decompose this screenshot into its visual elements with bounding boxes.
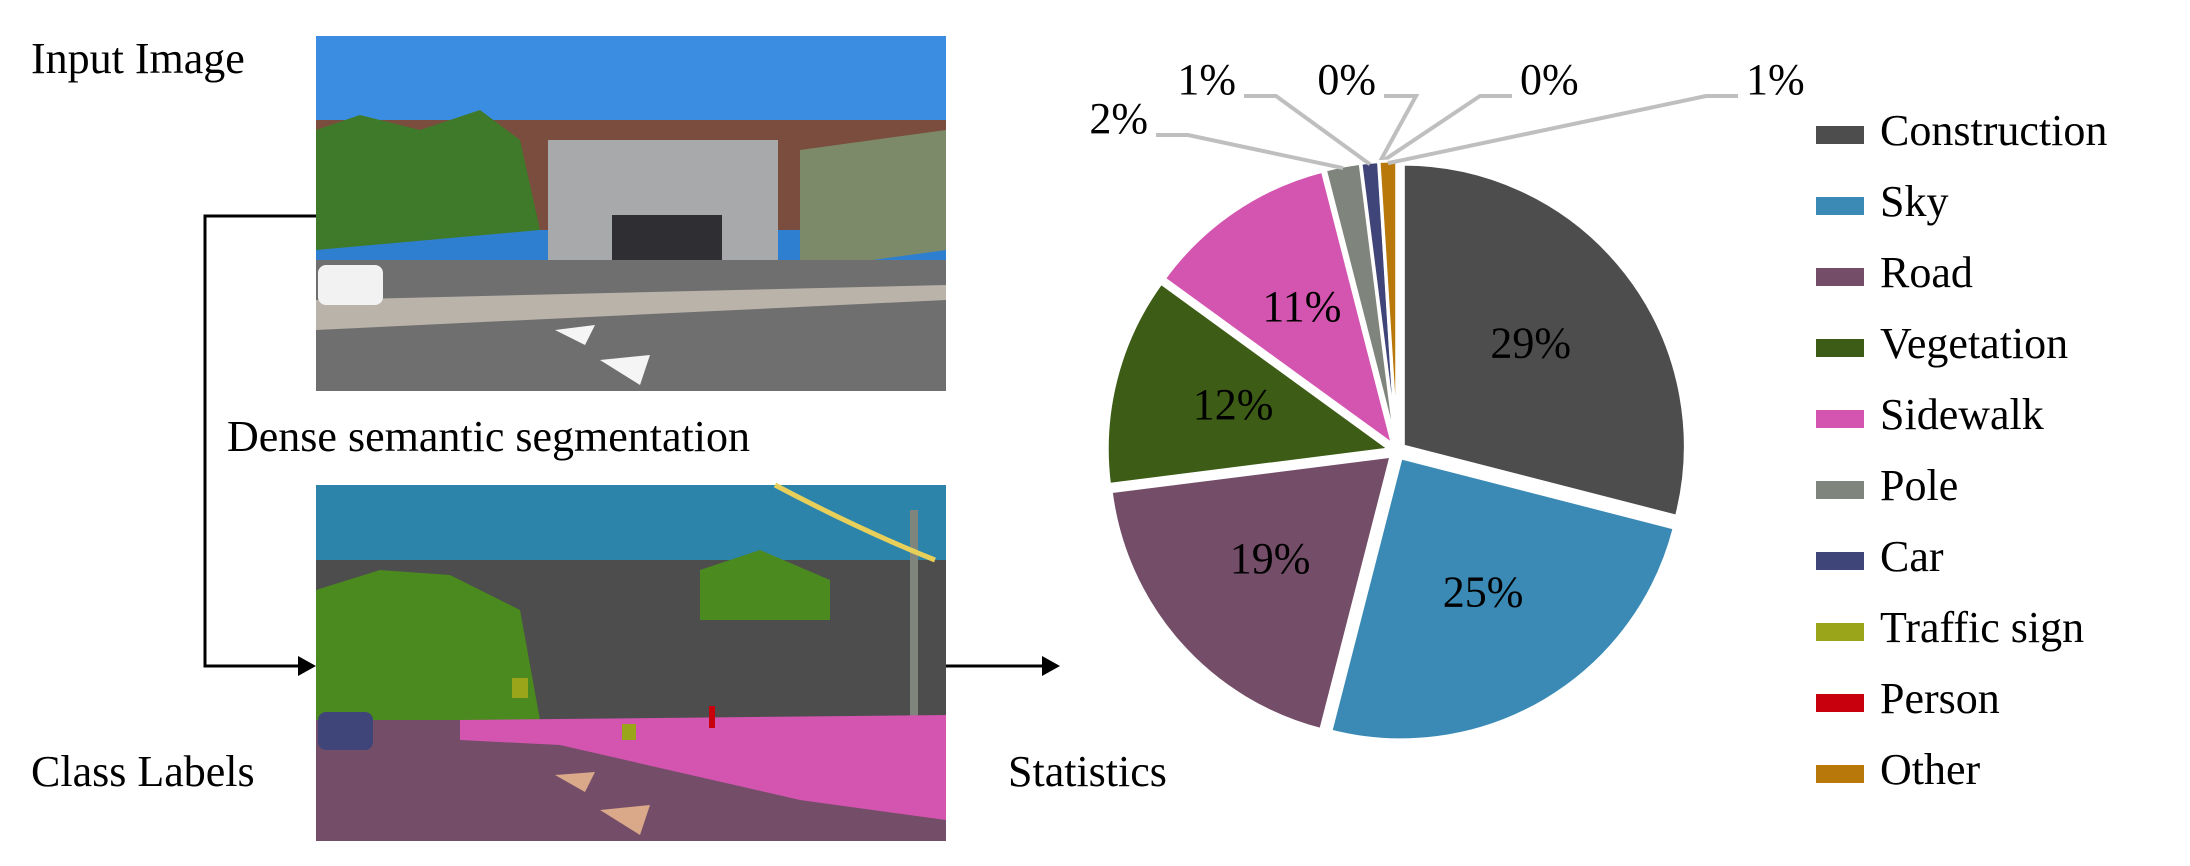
arrow-head [298, 656, 316, 676]
input-image [316, 36, 946, 391]
data-label: 19% [1230, 534, 1311, 583]
legend-label: Pole [1880, 461, 1958, 510]
data-label: 0% [1317, 55, 1376, 104]
legend-label: Sky [1880, 177, 1948, 226]
data-label: 25% [1443, 568, 1524, 617]
leader-line [1387, 94, 1738, 166]
pie-slice [1401, 162, 1687, 519]
pie-slice [1105, 281, 1394, 487]
legend-label: Road [1880, 248, 1973, 297]
legend-label: Traffic sign [1880, 603, 2084, 652]
statistics-label: Statistics [1008, 747, 1167, 796]
legend-swatch [1816, 765, 1864, 783]
legend-label: Person [1880, 674, 2000, 723]
data-label: 29% [1490, 318, 1571, 367]
data-label: 12% [1193, 380, 1274, 429]
legend-swatch [1816, 126, 1864, 144]
legend-swatch [1816, 623, 1864, 641]
leader-line [1244, 94, 1372, 166]
data-label: 0% [1520, 55, 1579, 104]
legend-swatch [1816, 410, 1864, 428]
pie-slice [1109, 454, 1394, 732]
data-label: 1% [1177, 55, 1236, 104]
legend-label: Car [1880, 532, 1944, 581]
data-label: 11% [1262, 282, 1341, 331]
pie-slice [1329, 456, 1677, 742]
data-label: 2% [1089, 94, 1148, 143]
segmentation-label: Dense semantic segmentation [227, 412, 750, 461]
arrows [203, 214, 1042, 668]
legend-swatch [1816, 694, 1864, 712]
legend-label: Other [1880, 745, 1981, 794]
legend-label: Construction [1880, 106, 2107, 155]
legend-swatch [1816, 197, 1864, 215]
legend-label: Sidewalk [1880, 390, 2044, 439]
segmentation-image [316, 482, 946, 841]
arrow-head [1042, 656, 1060, 676]
legend-swatch [1816, 268, 1864, 286]
pie-slice [1162, 169, 1395, 449]
legend-swatch [1816, 339, 1864, 357]
leader-line [1377, 94, 1512, 166]
legend-swatch [1816, 481, 1864, 499]
leader-line [1156, 133, 1344, 171]
class-labels-label: Class Labels [31, 747, 255, 796]
input-label: Input Image [31, 34, 245, 83]
legend-swatch [1816, 552, 1864, 570]
leader-line [1377, 94, 1420, 165]
legend-label: Vegetation [1880, 319, 2068, 368]
data-label: 1% [1746, 55, 1805, 104]
